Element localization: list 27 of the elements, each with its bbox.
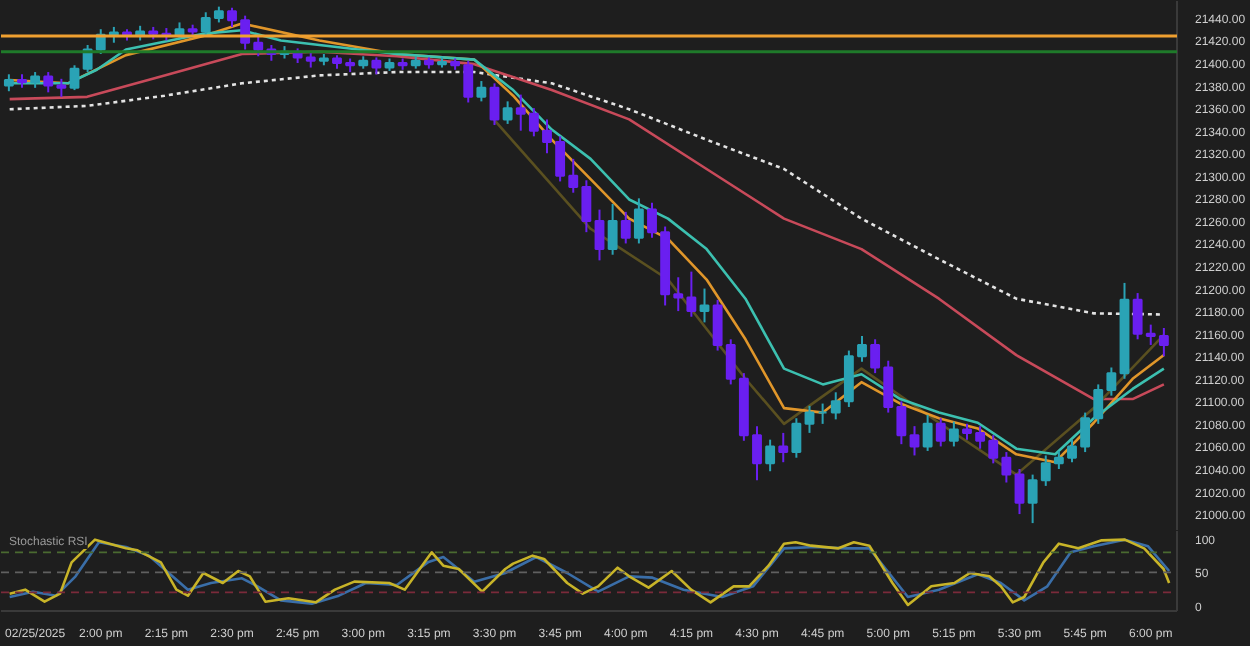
candlestick — [620, 210, 631, 245]
candlestick — [778, 431, 789, 464]
candlestick — [555, 135, 566, 183]
candlestick — [489, 82, 500, 127]
candlestick — [69, 64, 80, 92]
candlestick — [502, 100, 513, 125]
candlestick — [594, 208, 605, 262]
candlestick — [686, 270, 697, 318]
candlestick — [699, 287, 710, 324]
candlestick — [909, 425, 920, 457]
candlestick — [948, 420, 959, 448]
candlestick — [752, 425, 762, 482]
candlestick — [43, 71, 54, 94]
candlestick — [988, 434, 999, 465]
candlestick — [1001, 451, 1012, 484]
candlestick — [791, 417, 802, 459]
candlestick — [922, 413, 933, 452]
candlestick — [975, 425, 986, 450]
candlestick — [633, 197, 644, 245]
candlestick — [56, 77, 67, 98]
candlestick — [935, 417, 946, 448]
candlestick — [804, 404, 815, 434]
candlestick — [200, 11, 211, 36]
candlestick — [765, 438, 776, 473]
candlestick — [607, 202, 618, 256]
candlestick — [476, 80, 487, 103]
candlestick — [1014, 467, 1025, 516]
